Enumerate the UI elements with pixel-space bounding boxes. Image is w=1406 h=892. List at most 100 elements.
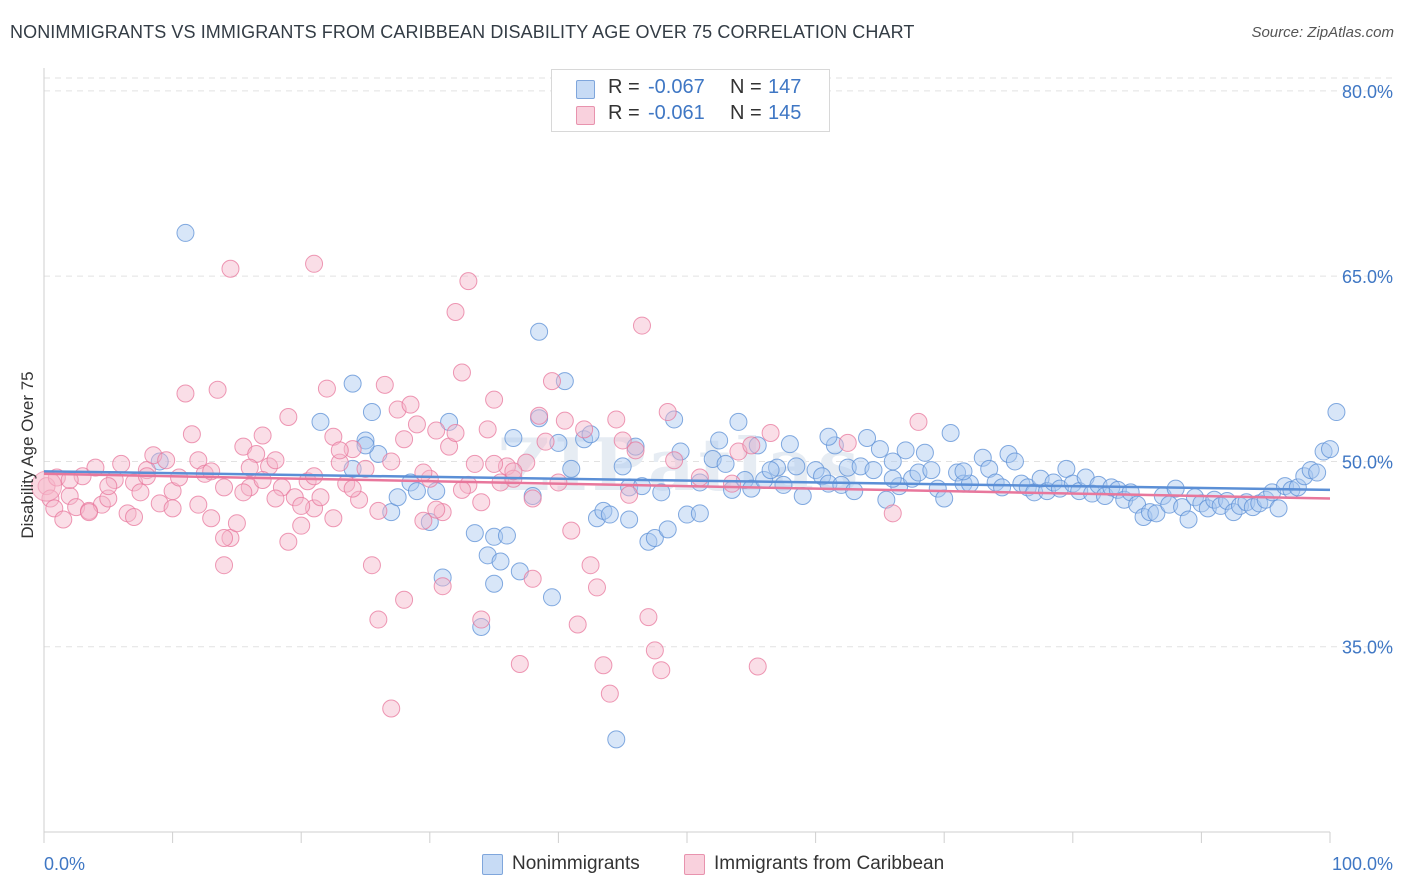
- data-point: [613, 431, 632, 450]
- data-point: [542, 372, 561, 391]
- legend-swatch-pink: [684, 854, 705, 875]
- data-point: [864, 461, 883, 480]
- data-point: [395, 590, 414, 609]
- data-point: [362, 556, 381, 575]
- data-point: [427, 500, 446, 519]
- legend-swatch-blue: [576, 80, 595, 99]
- data-point: [652, 661, 671, 680]
- data-point: [215, 478, 234, 497]
- legend-row-caribbean: R = -0.061 N = 145: [552, 100, 829, 128]
- x-tick-label-min: 0.0%: [44, 854, 85, 874]
- data-point: [433, 577, 452, 596]
- data-point: [189, 495, 208, 514]
- data-point: [253, 426, 272, 445]
- data-point: [176, 223, 195, 242]
- data-point: [510, 655, 529, 674]
- data-point: [678, 505, 696, 524]
- data-point: [620, 485, 639, 504]
- legend-r-label: R =: [608, 76, 640, 98]
- data-point: [587, 578, 606, 597]
- data-point: [221, 529, 240, 548]
- data-point: [690, 468, 709, 487]
- data-point: [787, 457, 806, 476]
- data-point: [562, 521, 581, 540]
- data-point: [202, 509, 221, 528]
- data-point: [774, 475, 793, 494]
- grid-lines: [44, 77, 1395, 648]
- data-point: [504, 428, 523, 447]
- data-point: [639, 608, 658, 627]
- legend-n-value: 145: [768, 102, 802, 124]
- data-point: [858, 428, 877, 447]
- data-point: [234, 483, 253, 502]
- data-point: [922, 461, 941, 480]
- data-point: [407, 415, 426, 434]
- data-point: [761, 424, 780, 443]
- data-point: [157, 451, 176, 470]
- data-point: [1321, 440, 1339, 459]
- data-point: [485, 574, 504, 593]
- data-point: [1147, 504, 1166, 523]
- data-point: [504, 462, 523, 481]
- data-point: [215, 529, 234, 548]
- data-point: [645, 529, 664, 548]
- data-point: [729, 412, 748, 431]
- data-point: [131, 483, 150, 502]
- data-point: [780, 435, 799, 454]
- data-point: [941, 424, 960, 443]
- data-point: [465, 454, 484, 473]
- source-label: Source: ZipAtlas.com: [1251, 24, 1394, 41]
- data-point: [600, 684, 619, 703]
- data-point: [658, 403, 677, 422]
- data-point: [813, 467, 832, 486]
- data-point: [536, 432, 555, 451]
- data-point: [202, 462, 221, 481]
- data-point: [182, 425, 201, 444]
- data-point: [350, 490, 369, 509]
- legend-r-value: -0.067: [648, 76, 705, 98]
- data-point: [523, 569, 542, 588]
- data-point: [1057, 459, 1076, 478]
- legend-n-label: N =: [730, 76, 762, 98]
- data-point: [375, 375, 394, 394]
- data-point: [452, 480, 471, 499]
- correlation-legend: R = -0.067 N = 147 R = -0.061 N = 145: [551, 69, 830, 132]
- chart-title: NONIMMIGRANTS VS IMMIGRANTS FROM CARIBBE…: [10, 22, 915, 42]
- data-point: [382, 699, 401, 718]
- data-point: [999, 445, 1018, 464]
- legend-n-label: N =: [730, 102, 762, 124]
- legend-n-value: 147: [768, 76, 802, 98]
- data-point: [568, 615, 587, 634]
- data-point: [478, 420, 497, 439]
- data-point: [80, 503, 99, 522]
- y-tick-label: 50.0%: [1342, 452, 1393, 472]
- data-point: [401, 395, 420, 414]
- data-point: [645, 641, 664, 660]
- data-point: [343, 374, 362, 393]
- x-tick-labels: 0.0% 100.0%: [44, 854, 1393, 874]
- data-point: [761, 461, 780, 480]
- data-point: [523, 489, 542, 508]
- data-point: [838, 458, 857, 477]
- data-point: [549, 433, 568, 452]
- legend-swatch-blue: [482, 854, 503, 875]
- data-point: [607, 730, 626, 749]
- data-point: [600, 505, 619, 524]
- data-point: [838, 433, 857, 452]
- data-point: [279, 532, 298, 551]
- data-point: [723, 474, 742, 493]
- y-tick-label: 35.0%: [1342, 638, 1393, 658]
- data-point: [446, 424, 465, 443]
- data-point: [896, 441, 915, 460]
- data-point: [485, 390, 504, 409]
- data-point: [427, 421, 446, 440]
- data-point: [594, 656, 613, 675]
- data-point: [530, 322, 549, 341]
- data-point: [948, 463, 967, 482]
- data-point: [343, 479, 362, 498]
- data-point: [176, 384, 195, 403]
- data-point: [883, 504, 902, 523]
- data-point: [658, 520, 677, 539]
- data-point: [517, 453, 536, 472]
